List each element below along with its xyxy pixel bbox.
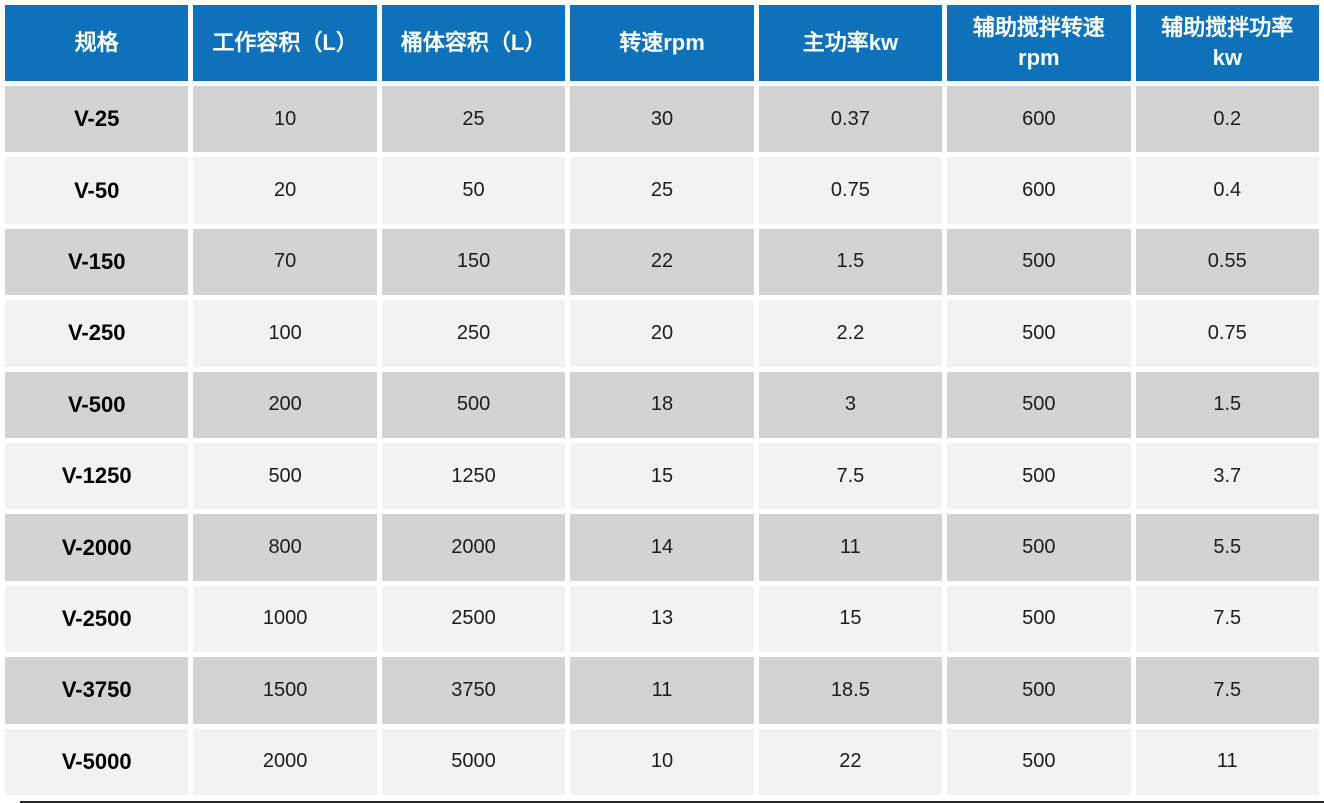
table-cell: 11 <box>1135 728 1319 795</box>
table-cell: 22 <box>758 728 943 795</box>
table-cell: 15 <box>758 585 943 653</box>
table-body: V-25 10 25 30 0.37 600 0.2 V-50 20 50 25 0.75 600 0.4… <box>5 86 1319 795</box>
table-cell: 1.5 <box>758 228 943 296</box>
table-row: V-25 10 25 30 0.37 600 0.2 <box>5 86 1319 153</box>
header-cell-1: 工作容积（L） <box>193 5 377 81</box>
table-cell: 50 <box>381 157 566 224</box>
table-cell: 500 <box>947 585 1131 653</box>
table-cell: 150 <box>381 228 566 296</box>
table-cell: 10 <box>570 728 754 795</box>
header-cell-0: 规格 <box>5 5 189 81</box>
table-cell: 500 <box>193 442 377 510</box>
table-cell: 500 <box>947 514 1131 581</box>
table-cell: 0.2 <box>1135 86 1319 153</box>
table-cell: 11 <box>758 514 943 581</box>
table-cell: 500 <box>947 300 1131 367</box>
spec-cell: V-2500 <box>5 585 189 653</box>
table-cell: 500 <box>947 728 1131 795</box>
table-cell: 18.5 <box>758 657 943 724</box>
table-cell: 25 <box>381 86 566 153</box>
table-cell: 0.75 <box>758 157 943 224</box>
table-cell: 2500 <box>381 585 566 653</box>
table-cell: 3 <box>758 371 943 438</box>
spec-cell: V-3750 <box>5 657 189 724</box>
table-cell: 0.55 <box>1135 228 1319 296</box>
table-cell: 0.37 <box>758 86 943 153</box>
spec-cell: V-250 <box>5 300 189 367</box>
table-cell: 1.5 <box>1135 371 1319 438</box>
table-cell: 500 <box>947 371 1131 438</box>
table-row: V-2500 1000 2500 13 15 500 7.5 <box>5 585 1319 653</box>
table-cell: 30 <box>570 86 754 153</box>
table-cell: 2.2 <box>758 300 943 367</box>
header-cell-2: 桶体容积（L） <box>381 5 566 81</box>
table-cell: 800 <box>193 514 377 581</box>
table-row: V-50 20 50 25 0.75 600 0.4 <box>5 157 1319 224</box>
header-cell-4: 主功率kw <box>758 5 943 81</box>
table-cell: 7.5 <box>758 442 943 510</box>
table-header: 规格 工作容积（L） 桶体容积（L） 转速rpm 主功率kw 辅助搅拌转速 rpm 辅助搅拌… <box>5 5 1319 81</box>
table-row: V-5000 2000 5000 10 22 500 11 <box>5 728 1319 795</box>
table-cell: 200 <box>193 371 377 438</box>
table-cell: 5000 <box>381 728 566 795</box>
spec-cell: V-500 <box>5 371 189 438</box>
table-row: V-150 70 150 22 1.5 500 0.55 <box>5 228 1319 296</box>
table-cell: 13 <box>570 585 754 653</box>
table-cell: 2000 <box>381 514 566 581</box>
table-cell: 20 <box>570 300 754 367</box>
table-row: V-250 100 250 20 2.2 500 0.75 <box>5 300 1319 367</box>
spec-cell: V-2000 <box>5 514 189 581</box>
table-cell: 3.7 <box>1135 442 1319 510</box>
spec-cell: V-25 <box>5 86 189 153</box>
table-cell: 18 <box>570 371 754 438</box>
table-cell: 1250 <box>381 442 566 510</box>
table-cell: 25 <box>570 157 754 224</box>
table-cell: 500 <box>381 371 566 438</box>
table-cell: 250 <box>381 300 566 367</box>
header-cell-5: 辅助搅拌转速 rpm <box>947 5 1131 81</box>
header-cell-3: 转速rpm <box>570 5 754 81</box>
table-cell: 70 <box>193 228 377 296</box>
spec-cell: V-5000 <box>5 728 189 795</box>
spec-cell: V-50 <box>5 157 189 224</box>
table-cell: 500 <box>947 657 1131 724</box>
table-cell: 600 <box>947 86 1131 153</box>
table-row: V-500 200 500 18 3 500 1.5 <box>5 371 1319 438</box>
header-row: 规格 工作容积（L） 桶体容积（L） 转速rpm 主功率kw 辅助搅拌转速 rpm 辅助搅拌… <box>5 5 1319 81</box>
table-cell: 600 <box>947 157 1131 224</box>
table-cell: 500 <box>947 442 1131 510</box>
table-cell: 7.5 <box>1135 585 1319 653</box>
table-cell: 14 <box>570 514 754 581</box>
spec-cell: V-1250 <box>5 442 189 510</box>
table-cell: 1000 <box>193 585 377 653</box>
table-cell: 7.5 <box>1135 657 1319 724</box>
table-row: V-2000 800 2000 14 11 500 5.5 <box>5 514 1319 581</box>
table-cell: 0.75 <box>1135 300 1319 367</box>
spec-cell: V-150 <box>5 228 189 296</box>
table-cell: 10 <box>193 86 377 153</box>
header-cell-6: 辅助搅拌功率 kw <box>1135 5 1319 81</box>
table-cell: 5.5 <box>1135 514 1319 581</box>
table-cell: 3750 <box>381 657 566 724</box>
table-cell: 22 <box>570 228 754 296</box>
table-cell: 1500 <box>193 657 377 724</box>
table-cell: 15 <box>570 442 754 510</box>
bottom-edge-line <box>20 801 1324 803</box>
table-cell: 500 <box>947 228 1131 296</box>
table-row: V-3750 1500 3750 11 18.5 500 7.5 <box>5 657 1319 724</box>
table-cell: 20 <box>193 157 377 224</box>
table-row: V-1250 500 1250 15 7.5 500 3.7 <box>5 442 1319 510</box>
table-cell: 0.4 <box>1135 157 1319 224</box>
table-cell: 100 <box>193 300 377 367</box>
table-cell: 11 <box>570 657 754 724</box>
table-cell: 2000 <box>193 728 377 795</box>
